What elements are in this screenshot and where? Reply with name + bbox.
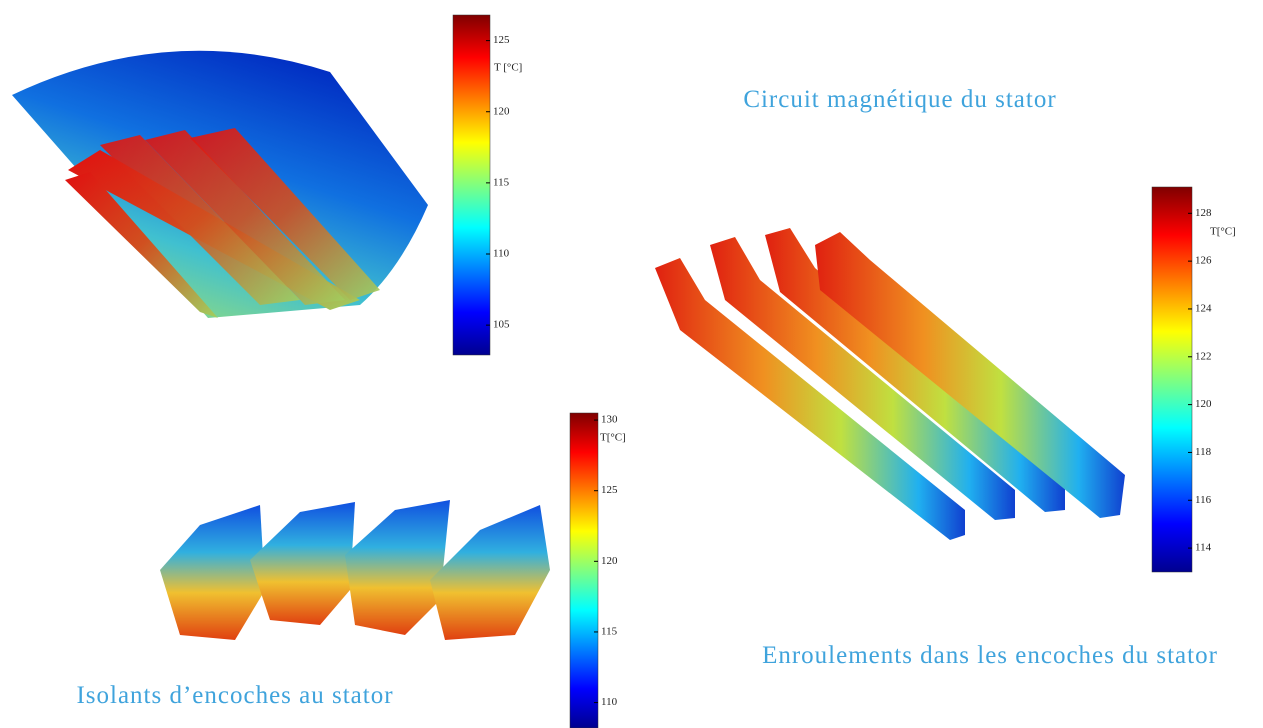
tick-label: 105: [493, 319, 510, 331]
tick-label: 128: [1195, 207, 1212, 219]
tick-label: 122: [1195, 350, 1212, 362]
colorbar-label: T [°C]: [494, 62, 522, 74]
stator-core-plot: [12, 51, 428, 318]
tick-label: 115: [601, 625, 618, 637]
colorbar-label: T[°C]: [600, 432, 626, 444]
tick-label: 120: [601, 555, 618, 567]
tick-label: 124: [1195, 302, 1212, 314]
page: T [°C] 105 110 115 120 125 T[°C] 114 116 118 120 12…: [0, 0, 1263, 728]
tick-label: 125: [601, 484, 618, 496]
colorbar: [570, 413, 598, 728]
colorbar: [1152, 187, 1192, 572]
tick-label: 120: [493, 105, 510, 117]
tick-label: 130: [601, 414, 618, 426]
tick-label: 114: [1195, 542, 1212, 554]
caption: Isolants d’encoches au stator: [20, 682, 450, 710]
tick-label: 115: [493, 176, 510, 188]
tick-label: 125: [493, 34, 510, 46]
tick-label: 118: [1195, 446, 1212, 458]
caption: Circuit magnétique du stator: [640, 86, 1160, 114]
tick-label: 110: [493, 248, 510, 260]
insulation-plot: [160, 500, 550, 640]
tick-label: 110: [601, 696, 618, 708]
tick-label: 120: [1195, 398, 1212, 410]
colorbar: [453, 15, 490, 355]
windings-plot: [655, 228, 1125, 540]
caption: Enroulements dans les encoches du stator: [730, 640, 1250, 672]
tick-label: 116: [1195, 494, 1212, 506]
tick-label: 126: [1195, 255, 1212, 267]
colorbar-label: T[°C]: [1210, 226, 1236, 238]
